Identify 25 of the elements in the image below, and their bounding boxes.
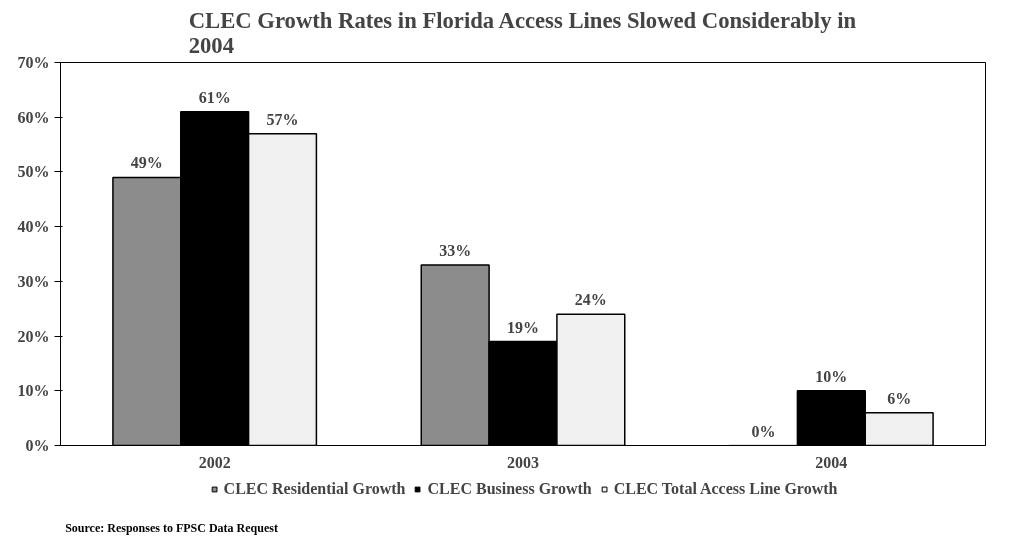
chart-title: CLEC Growth Rates in Florida Access Lines Slowed Considerably in 2004 [188, 7, 857, 58]
y-tick-label: 20% [17, 327, 50, 345]
source-note: Source: Responses to FPSC Data Request [65, 520, 278, 535]
x-tick-label: 2002 [198, 453, 231, 471]
y-tick-label: 0% [25, 437, 50, 454]
x-tick-label: 2004 [815, 453, 848, 471]
legend-label: CLEC Total Access Line Growth [613, 480, 838, 498]
data-label: 24% [574, 291, 607, 309]
data-label: 33% [439, 241, 472, 259]
legend-label: CLEC Residential Growth [223, 480, 406, 498]
data-label: 61% [198, 88, 231, 106]
y-tick-label: 70% [17, 54, 50, 71]
y-tick-label: 30% [17, 272, 50, 290]
data-label: 57% [266, 110, 299, 128]
y-tick-label: 50% [17, 163, 50, 181]
x-tick-label: 2003 [507, 453, 539, 471]
data-label: 10% [815, 367, 848, 385]
y-tick-label: 40% [17, 218, 50, 236]
y-tick-label: 60% [17, 108, 50, 126]
data-label: 19% [507, 318, 539, 336]
y-tick-label: 10% [17, 382, 50, 400]
legend-label: CLEC Business Growth [427, 480, 592, 498]
data-label: 6% [887, 389, 912, 407]
data-label: 0% [751, 422, 776, 440]
data-label: 49% [130, 154, 163, 172]
